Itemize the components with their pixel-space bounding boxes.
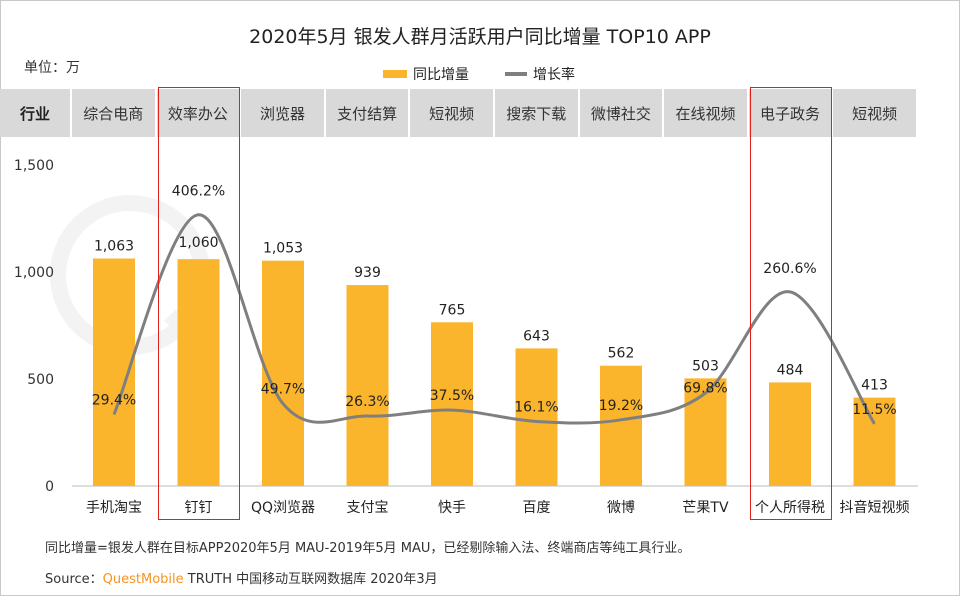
x-tick-label: 快手: [438, 500, 466, 516]
y-tick-label: 1,500: [14, 158, 54, 174]
bar-value-label: 765: [439, 302, 466, 318]
bar: [600, 365, 642, 486]
x-tick-label: 百度: [523, 500, 551, 516]
x-tick-label: 手机淘宝: [86, 500, 142, 516]
bar: [431, 322, 473, 486]
source-prefix: Source：: [45, 572, 103, 587]
bar-value-label: 503: [692, 358, 719, 374]
growth-rate-label: 406.2%: [172, 184, 225, 200]
growth-rate-label: 16.1%: [514, 399, 558, 415]
bar: [346, 285, 389, 486]
bar: [769, 382, 811, 486]
y-tick-label: 1,000: [14, 265, 54, 281]
growth-rate-label: 26.3%: [345, 394, 389, 410]
source: Source：QuestMobile TRUTH 中国移动互联网数据库 2020…: [45, 568, 438, 587]
x-tick-label: 抖音短视频: [840, 499, 910, 516]
x-tick-label: 芒果TV: [682, 500, 729, 516]
bar: [515, 348, 558, 486]
industry-cell: 搜索下载: [494, 89, 580, 137]
growth-rate-label: 260.6%: [763, 261, 816, 277]
legend: 同比增量 增长率: [383, 64, 575, 84]
growth-rate-label: 49.7%: [261, 382, 305, 398]
highlight-box-efficiency: [158, 87, 240, 520]
bar-value-label: 484: [777, 362, 804, 378]
legend-line-swatch: [505, 72, 527, 76]
growth-rate-label: 37.5%: [430, 388, 474, 404]
industry-cell: 短视频: [833, 89, 918, 137]
source-brand: QuestMobile: [102, 572, 184, 587]
header-label: 行业: [0, 89, 72, 137]
bar-value-label: 562: [608, 346, 635, 362]
x-tick-label: 支付宝: [347, 500, 389, 516]
industry-header-row: 行业 综合电商 效率办公 浏览器 支付结算 短视频 搜索下载 微博社交 在线视频 电子政务 短视频: [0, 89, 918, 137]
y-tick-label: 0: [45, 479, 54, 495]
source-text: TRUTH 中国移动互联网数据库 2020年3月: [183, 572, 438, 587]
bar: [853, 397, 896, 486]
x-tick-label: 钉钉: [185, 500, 213, 516]
bar: [262, 260, 304, 486]
growth-rate-label: 11.5%: [852, 402, 896, 418]
industry-cell: 在线视频: [664, 89, 749, 137]
x-tick-label: 个人所得税: [755, 499, 825, 516]
bar-value-label: 1,063: [94, 239, 134, 255]
legend-bar-label: 同比增量: [413, 67, 469, 83]
growth-rate-label: 29.4%: [92, 392, 136, 408]
growth-rate-line: [112, 213, 876, 425]
bar: [684, 378, 727, 486]
industry-cell: 综合电商: [72, 89, 157, 137]
legend-line-label: 增长率: [533, 67, 575, 83]
growth-rate-label: 69.8%: [683, 380, 727, 396]
unit-label: 单位：万: [24, 60, 80, 76]
industry-cell: 微博社交: [579, 89, 665, 137]
x-tick-label: QQ浏览器: [251, 500, 315, 516]
bar-value-label: 643: [523, 328, 550, 344]
bar: [177, 259, 220, 486]
x-tick-label: 微博: [607, 499, 635, 516]
bar-value-label: 413: [861, 378, 888, 394]
industry-cell: 短视频: [410, 89, 495, 137]
chart-title: 2020年5月 银发人群月活跃用户同比增量 TOP10 APP: [249, 26, 711, 48]
bar-value-label: 1,060: [178, 235, 218, 251]
y-tick-label: 500: [27, 372, 54, 388]
industry-cell: 浏览器: [241, 89, 326, 137]
footnote: 同比增量=银发人群在目标APP2020年5月 MAU-2019年5月 MAU，已…: [45, 541, 691, 556]
industry-cell: 效率办公: [156, 89, 242, 137]
growth-rate-label: 19.2%: [599, 398, 643, 414]
bar-value-label: 939: [354, 265, 381, 281]
legend-bar-swatch: [383, 70, 407, 78]
bar-value-label: 1,053: [263, 241, 303, 257]
industry-cell: 支付结算: [325, 89, 411, 137]
industry-cell: 电子政务: [748, 89, 834, 137]
highlight-box-egov: [750, 87, 832, 520]
